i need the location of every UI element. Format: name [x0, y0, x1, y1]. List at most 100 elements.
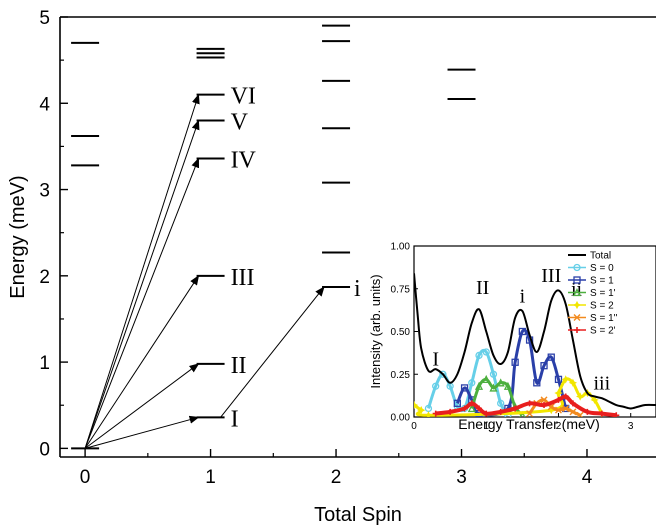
inset-y-axis-label: Intensity (arb. units) — [368, 274, 383, 388]
peak-label: i — [520, 285, 526, 307]
inset-y-tick-label: 0.50 — [391, 327, 411, 338]
transition-arrow — [220, 286, 325, 418]
transition-arrow — [84, 415, 200, 449]
data-point — [576, 392, 585, 401]
legend-label: S = 0 — [590, 263, 614, 274]
inset-x-tick-label: 0 — [411, 421, 417, 432]
legend-marker — [572, 300, 582, 310]
y-tick-label: 3 — [39, 181, 50, 202]
data-point — [613, 412, 620, 417]
data-point — [576, 411, 584, 417]
inset-x-tick-label: 2 — [556, 421, 562, 432]
transition-label: II — [231, 353, 247, 379]
transition-label: V — [231, 110, 249, 136]
legend-item: S = 2' — [568, 326, 616, 337]
legend-label: S = 1' — [590, 288, 616, 299]
data-point — [417, 406, 426, 415]
data-point — [518, 327, 527, 336]
data-point — [432, 382, 440, 390]
data-point — [568, 378, 578, 387]
data-point — [562, 404, 570, 412]
inset-series-line — [435, 394, 617, 417]
data-point — [489, 370, 498, 378]
data-point — [512, 405, 519, 412]
inset-series — [432, 393, 620, 417]
data-point — [468, 400, 475, 407]
x-tick-label: 2 — [331, 467, 342, 488]
y-tick-label: 0 — [39, 439, 50, 460]
data-point — [569, 400, 576, 407]
data-point — [482, 348, 490, 356]
data-point — [497, 408, 504, 415]
data-point — [569, 408, 577, 416]
x-tick-label: 0 — [80, 467, 91, 488]
peak-label: II — [476, 277, 489, 299]
data-point — [598, 410, 605, 417]
transition-label: VI — [231, 84, 256, 110]
legend-item: S = 1 — [568, 276, 614, 287]
data-point — [526, 410, 534, 417]
transition-label: i — [354, 276, 361, 302]
transition-label: III — [231, 265, 255, 291]
data-point — [503, 381, 512, 390]
data-point — [519, 410, 526, 417]
x-axis-label: Total Spin — [314, 504, 402, 526]
data-point — [554, 388, 563, 398]
inset-series-line — [455, 328, 568, 417]
legend-marker — [572, 288, 582, 297]
data-point — [511, 358, 519, 366]
legend-item: S = 1'' — [568, 313, 618, 324]
data-point — [475, 351, 483, 360]
peak-label: iii — [593, 373, 610, 395]
data-point — [526, 400, 533, 407]
data-point — [483, 410, 490, 417]
data-point — [554, 406, 562, 414]
inset-plot: 0.00 0.25 0.50 0.75 1.00 0 1 2 3 Energy Transfer … — [368, 242, 656, 432]
data-point — [497, 399, 505, 407]
data-point — [541, 402, 548, 409]
data-point — [439, 370, 447, 378]
peak-label: III — [541, 265, 561, 287]
data-point — [447, 408, 454, 415]
data-point — [554, 375, 563, 384]
data-point — [540, 396, 548, 404]
inset-plot-area — [414, 273, 656, 417]
inset-y-tick-label: 1.00 — [391, 242, 411, 253]
data-point — [489, 383, 498, 392]
transition-arrow — [84, 157, 200, 449]
y-tick-label: 2 — [39, 267, 50, 288]
legend-label: S = 2' — [590, 326, 616, 337]
y-tick-label: 1 — [39, 353, 50, 374]
y-axis-label: Energy (meV) — [7, 175, 29, 298]
legend-item: S = 0 — [568, 263, 614, 274]
data-point — [533, 379, 541, 387]
transition-label: IV — [231, 147, 257, 173]
legend-item: Total — [568, 251, 611, 262]
y-tick-label: 5 — [39, 8, 50, 29]
inset-x-axis-label: Energy Transfer (meV) — [458, 416, 600, 432]
transition-label: I — [231, 406, 239, 432]
data-point — [476, 405, 483, 412]
data-point — [474, 381, 484, 390]
data-point — [540, 362, 548, 370]
legend-marker — [574, 327, 580, 333]
transition-arrow — [84, 363, 200, 449]
data-point — [590, 395, 599, 405]
inset-y-tick-label: 0.25 — [391, 370, 411, 381]
data-point — [584, 408, 591, 415]
peak-label: I — [432, 349, 439, 371]
data-point — [432, 410, 439, 417]
inset-y-tick-label: 0.00 — [391, 413, 411, 424]
legend-marker — [573, 263, 581, 272]
data-point — [562, 393, 569, 400]
inset-y-tick-label: 0.75 — [391, 284, 411, 295]
x-tick-label: 3 — [456, 467, 467, 488]
data-point — [453, 399, 461, 407]
data-point — [461, 405, 468, 412]
data-point — [555, 396, 562, 403]
data-point — [482, 374, 491, 384]
legend-label: Total — [590, 251, 611, 262]
transition-arrow — [84, 274, 200, 449]
